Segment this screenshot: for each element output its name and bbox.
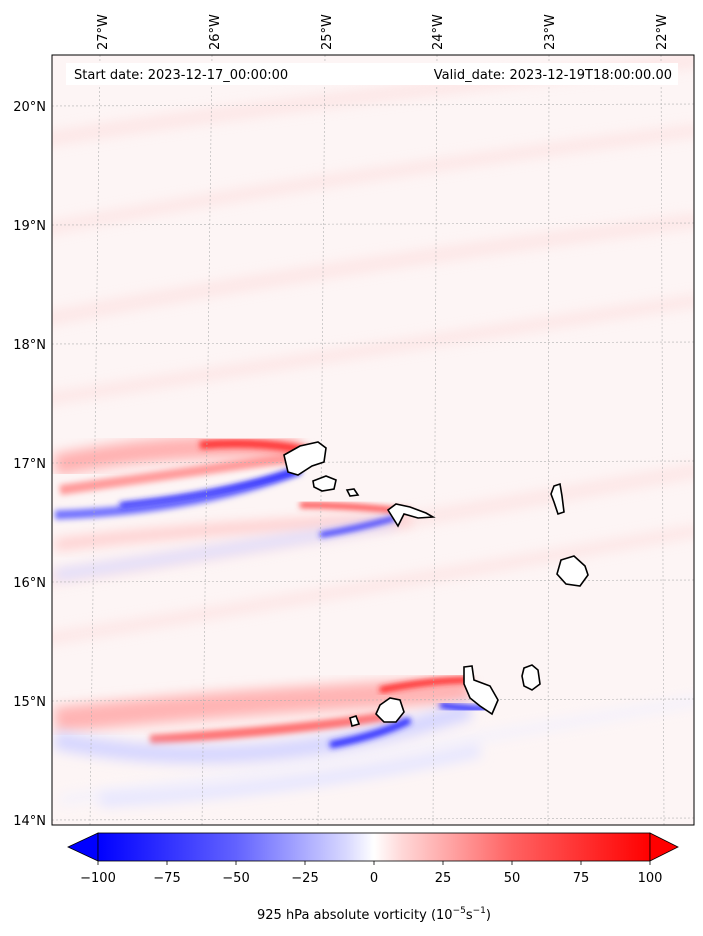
- lat-label-14n: 14°N: [13, 814, 46, 829]
- lat-label-16n: 16°N: [13, 576, 46, 591]
- island-brava: [349, 714, 361, 727]
- island-sao-vicente: [312, 475, 337, 492]
- cb-tick-50: 50: [504, 871, 521, 886]
- island-santo-antao: [283, 441, 327, 476]
- cb-tick-0: 0: [370, 871, 378, 886]
- colorbar: −100 −75 −50 −25 0 25 50 75 100 925 hPa …: [67, 832, 679, 923]
- colorbar-ticks: [97, 861, 651, 865]
- colorbar-gradient: [97, 832, 651, 862]
- island-santiago: [463, 665, 499, 716]
- lat-label-17n: 17°N: [13, 457, 46, 472]
- lon-label-27w: 27°W: [96, 14, 111, 50]
- lon-label-26w: 26°W: [208, 14, 223, 50]
- start-date-text: Start date: 2023-12-17_00:00:00: [74, 68, 288, 83]
- lon-label-22w: 22°W: [655, 14, 670, 50]
- island-maio: [521, 664, 541, 691]
- cb-tick-neg75: −75: [153, 871, 180, 886]
- lat-label-19n: 19°N: [13, 219, 46, 234]
- colorbar-max-extend: [649, 832, 679, 862]
- latitude-labels: 20°N 19°N 18°N 17°N 16°N 15°N 14°N: [13, 100, 46, 829]
- cb-tick-neg25: −25: [291, 871, 318, 886]
- longitude-labels: 27°W 26°W 25°W 24°W 23°W 22°W: [96, 14, 670, 50]
- graticule: [52, 55, 694, 825]
- valid-date-text: Valid_date: 2023-12-19T18:00:00.00: [434, 68, 672, 83]
- coastlines: [283, 441, 589, 727]
- cb-tick-100: 100: [638, 871, 663, 886]
- map-frame: [51, 54, 695, 826]
- colorbar-label: 925 hPa absolute vorticity (10−5s−1): [257, 906, 491, 923]
- lat-label-18n: 18°N: [13, 338, 46, 353]
- lat-label-15n: 15°N: [13, 695, 46, 710]
- date-info-box: [66, 63, 678, 85]
- cb-tick-neg50: −50: [222, 871, 249, 886]
- map-panel: [52, 55, 694, 825]
- lon-label-24w: 24°W: [431, 14, 446, 50]
- island-boa-vista: [556, 555, 589, 587]
- cb-tick-25: 25: [435, 871, 452, 886]
- lon-label-23w: 23°W: [543, 14, 558, 50]
- island-sao-nicolau: [386, 503, 436, 528]
- lon-label-25w: 25°W: [320, 14, 335, 50]
- southern-vorticity-band: [53, 677, 491, 807]
- cb-tick-75: 75: [573, 871, 590, 886]
- island-fogo: [375, 697, 405, 723]
- colorbar-min-extend: [67, 832, 99, 862]
- lat-label-20n: 20°N: [13, 100, 46, 115]
- island-santa-luzia: [345, 488, 360, 497]
- cb-tick-neg100: −100: [80, 871, 116, 886]
- background-streaks: [52, 55, 694, 805]
- island-sal: [550, 482, 565, 516]
